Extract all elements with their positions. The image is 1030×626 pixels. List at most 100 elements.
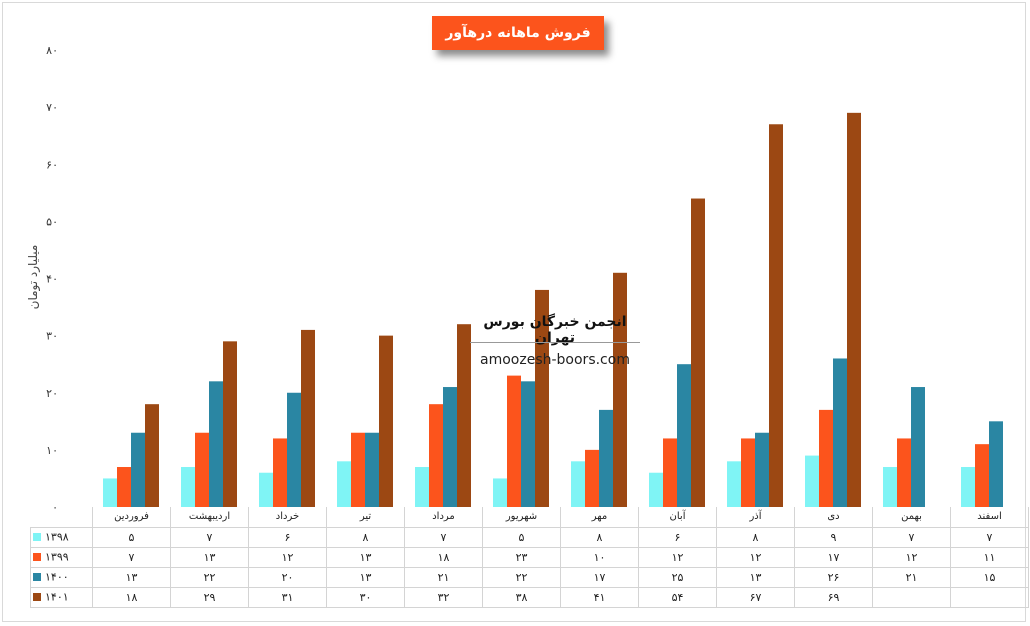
data-label: ۶۷: [716, 586, 795, 608]
data-label: ۳۸: [482, 586, 561, 608]
category-label: دی: [794, 507, 873, 528]
bar: [209, 381, 223, 507]
data-label: ۱۷: [560, 566, 639, 588]
data-label: ۱۸: [404, 546, 483, 568]
bar: [103, 478, 117, 507]
legend-label: ۱۳۹۹: [45, 550, 69, 564]
data-label: ۱۱: [950, 546, 1029, 568]
legend-label: ۱۴۰۰: [45, 570, 69, 584]
watermark-divider: [470, 342, 640, 343]
bar: [691, 198, 705, 507]
bar: [989, 421, 1003, 507]
data-label: ۸: [560, 526, 639, 548]
data-label: ۵: [482, 526, 561, 548]
data-label: ۱۳: [92, 566, 171, 588]
data-label: ۱۲: [248, 546, 327, 568]
bar: [613, 272, 627, 507]
bar: [833, 358, 847, 507]
data-label: ۶۹: [794, 586, 873, 608]
table-row: ۱۴۰۱ ۱۸ ۲۹ ۳۱ ۳۰ ۳۲ ۳۸ ۴۱ ۵۴ ۶۷ ۶۹: [30, 586, 1029, 608]
data-label: ۱۳: [326, 566, 405, 588]
data-table: فروردین اردیبهشت خرداد تیر مرداد شهریور مهر آبا…: [30, 507, 1029, 608]
data-label: ۱۳: [170, 546, 249, 568]
y-tick-label: ۳۰: [46, 330, 58, 343]
category-row: فروردین اردیبهشت خرداد تیر مرداد شهریور مهر آبا…: [31, 507, 1029, 528]
bar: [117, 467, 131, 507]
data-label: ۱۲: [872, 546, 951, 568]
bar: [379, 335, 393, 507]
data-label: ۹: [794, 526, 873, 548]
bar: [819, 409, 833, 507]
data-label: ۲۲: [482, 566, 561, 588]
data-label: ۱۵: [950, 566, 1029, 588]
y-tick-label: ۷۰: [46, 101, 58, 114]
y-axis-ticks: ۰ ۱۰ ۲۰ ۳۰ ۴۰ ۵۰ ۶۰ ۷۰ ۸۰: [46, 44, 58, 514]
data-label: [950, 586, 1029, 608]
bar: [195, 432, 209, 507]
y-tick-label: ۵۰: [46, 215, 58, 228]
data-label: ۷: [92, 546, 171, 568]
bar: [351, 432, 365, 507]
category-label: اردیبهشت: [170, 507, 249, 528]
bar: [365, 432, 379, 507]
chart-title-text: فروش ماهانه درهآور: [445, 25, 591, 41]
bar: [493, 478, 507, 507]
category-label: شهریور: [482, 507, 561, 528]
data-label: ۲۰: [248, 566, 327, 588]
data-label: ۵: [92, 526, 171, 548]
data-label: ۱۳: [326, 546, 405, 568]
y-tick-label: ۱۰: [46, 444, 58, 457]
bar: [145, 404, 159, 507]
bar: [259, 472, 273, 507]
data-label: ۱۸: [92, 586, 171, 608]
table-row: ۱۳۹۹ ۷ ۱۳ ۱۲ ۱۳ ۱۸ ۲۳ ۱۰ ۱۲ ۱۲ ۱۷ ۱۲ ۱۱: [30, 546, 1029, 568]
legend-label: ۱۳۹۸: [45, 530, 69, 544]
legend-label: ۱۴۰۱: [45, 590, 69, 604]
category-label: مرداد: [404, 507, 483, 528]
bar: [457, 324, 471, 507]
data-label: ۷: [872, 526, 951, 548]
legend-swatch: [33, 593, 41, 602]
data-label: ۱۲: [716, 546, 795, 568]
bar: [585, 449, 599, 507]
bar: [429, 404, 443, 507]
data-label: ۷: [950, 526, 1029, 548]
bar: [181, 467, 195, 507]
data-label: ۲۹: [170, 586, 249, 608]
data-label: ۴۱: [560, 586, 639, 608]
data-label: ۳۰: [326, 586, 405, 608]
legend-entry: ۱۳۹۸: [30, 526, 93, 548]
legend-entry: ۱۳۹۹: [30, 546, 93, 568]
legend-swatch: [33, 573, 41, 582]
data-label: ۸: [716, 526, 795, 548]
data-label: ۵۴: [638, 586, 717, 608]
bar: [131, 432, 145, 507]
legend-entry: ۱۴۰۰: [30, 566, 93, 588]
bars: [103, 112, 1003, 508]
bar: [301, 329, 315, 507]
y-tick-label: ۴۰: [46, 273, 58, 286]
table-corner: [31, 507, 93, 527]
bar: [961, 467, 975, 507]
bar: [677, 364, 691, 507]
watermark-url: amoozesh-boors.com: [480, 352, 630, 368]
bar: [649, 472, 663, 507]
y-tick-label: ۸۰: [46, 44, 58, 57]
y-tick-label: ۲۰: [46, 387, 58, 400]
category-label: اسفند: [950, 507, 1029, 528]
bar: [287, 392, 301, 507]
bar: [337, 461, 351, 507]
bar: [663, 438, 677, 507]
category-label: مهر: [560, 507, 639, 528]
bar: [273, 438, 287, 507]
data-label: ۲۳: [482, 546, 561, 568]
bar: [741, 438, 755, 507]
bar: [535, 289, 549, 507]
table-row: ۱۳۹۸ ۵ ۷ ۶ ۸ ۷ ۵ ۸ ۶ ۸ ۹ ۷ ۷: [30, 526, 1029, 548]
data-label: ۷: [170, 526, 249, 548]
bar: [897, 438, 911, 507]
bar: [727, 461, 741, 507]
legend-swatch: [33, 553, 41, 562]
bar: [443, 387, 457, 507]
